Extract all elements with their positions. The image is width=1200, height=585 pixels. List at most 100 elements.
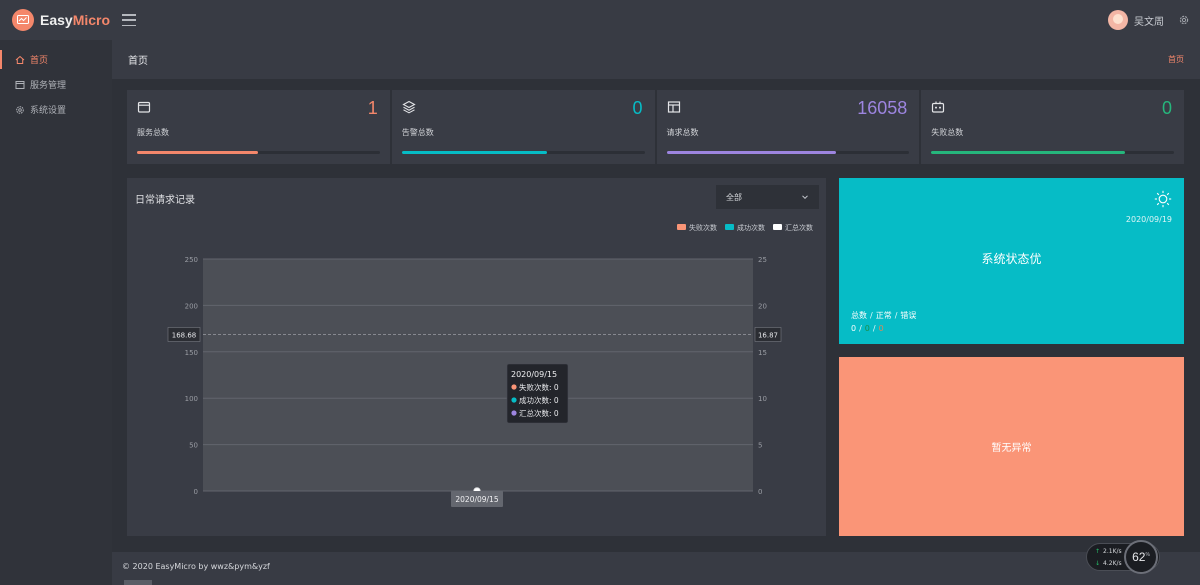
robot-icon bbox=[932, 101, 945, 113]
progress-fill bbox=[931, 151, 1126, 154]
tooltip-row: 失败次数: 0 bbox=[519, 382, 559, 392]
status-count-error: 0 bbox=[878, 324, 884, 333]
stat-card-failures: 0 失败总数 bbox=[921, 90, 1184, 164]
service-icon bbox=[15, 80, 25, 90]
stat-value: 0 bbox=[632, 98, 643, 118]
stat-label: 失败总数 bbox=[931, 128, 964, 137]
status-label-total: 总数 bbox=[851, 311, 867, 320]
download-rate: ↓ 4.2K/s bbox=[1095, 560, 1122, 567]
stat-card-requests: 16058 请求总数 bbox=[656, 90, 920, 164]
sidebar-item-home[interactable]: 首页 bbox=[0, 47, 112, 72]
status-headline: 系统状态优 bbox=[981, 252, 1042, 266]
arrow-up-icon: ↑ bbox=[1095, 548, 1101, 555]
top-header: EasyMicro 吴文周 bbox=[0, 0, 1200, 40]
stat-value: 0 bbox=[1161, 98, 1172, 118]
chart-title: 日常请求记录 bbox=[135, 195, 195, 206]
y-right-tick: 5 bbox=[758, 442, 762, 450]
legend-label: 汇总次数 bbox=[785, 223, 813, 232]
tooltip-row: 成功次数: 0 bbox=[519, 395, 559, 405]
stat-label: 请求总数 bbox=[666, 128, 699, 137]
arrow-down-icon: ↓ bbox=[1095, 560, 1101, 567]
daily-requests-chart[interactable]: 0 50 100 150 200 250 0 5 10 15 20 25 168.68 16.87 失败次数… bbox=[127, 178, 826, 536]
sidebar-item-service-management[interactable]: 服务管理 bbox=[0, 72, 112, 97]
layers-icon bbox=[402, 100, 416, 114]
progress-fill bbox=[666, 151, 837, 154]
status-count-total: 0 bbox=[851, 324, 857, 333]
daily-requests-panel: 0 50 100 150 200 250 0 5 10 15 20 25 168.68 16.87 失败次数… bbox=[127, 178, 826, 536]
usage-percent: 62% bbox=[1132, 550, 1150, 564]
home-icon bbox=[15, 55, 25, 65]
y-left-tick: 50 bbox=[189, 442, 198, 450]
status-date: 2020/09/19 bbox=[1125, 215, 1172, 224]
progress-fill bbox=[401, 151, 548, 154]
legend-swatch bbox=[725, 224, 734, 230]
stat-value: 16058 bbox=[857, 98, 908, 118]
usage-gauge[interactable]: 62% bbox=[1124, 540, 1158, 574]
tooltip-dot bbox=[511, 384, 517, 390]
footer: © 2020 EasyMicro by wwz&pym&yzf bbox=[112, 552, 1200, 585]
axis-pointer-label-box bbox=[451, 491, 503, 507]
copyright: © 2020 EasyMicro by wwz&pym&yzf bbox=[122, 562, 270, 571]
tooltip-box bbox=[506, 363, 569, 424]
avatar[interactable] bbox=[1108, 10, 1128, 30]
page-title: 首页 bbox=[128, 56, 148, 67]
progress-track bbox=[137, 151, 380, 154]
brand[interactable]: EasyMicro bbox=[0, 0, 112, 40]
y-right-tick: 20 bbox=[758, 302, 767, 310]
stat-card-alerts: 0 告警总数 bbox=[391, 90, 655, 164]
stat-card-services: 1 服务总数 bbox=[127, 90, 390, 164]
app-name: EasyMicro bbox=[40, 12, 111, 28]
y-left-tick: 250 bbox=[185, 256, 198, 264]
logo-icon bbox=[12, 9, 34, 31]
sidebar-item-system-settings[interactable]: 系统设置 bbox=[0, 97, 112, 122]
y-left-tick: 100 bbox=[185, 395, 198, 403]
progress-track bbox=[401, 151, 645, 154]
status-label-normal: 正常 bbox=[875, 311, 892, 320]
legend-label: 失败次数 bbox=[689, 223, 717, 232]
exception-panel: 暂无异常 bbox=[839, 357, 1184, 536]
progress-track bbox=[666, 151, 910, 154]
mark-line-right-box bbox=[754, 327, 782, 342]
stat-value: 1 bbox=[367, 98, 378, 118]
progress-fill bbox=[137, 151, 259, 154]
mark-line-left-label: 168.68 bbox=[172, 331, 197, 339]
y-right-tick: 10 bbox=[758, 395, 767, 403]
stats-row: 1 服务总数 0 告警总数 16058 请求总数 0 失败总数 bbox=[127, 90, 1184, 164]
sidebar-item-label: 服务管理 bbox=[30, 81, 67, 91]
plot-area bbox=[203, 259, 753, 491]
menu-toggle-icon[interactable] bbox=[122, 14, 136, 26]
progress-track bbox=[931, 151, 1174, 154]
horizontal-scrollbar[interactable] bbox=[124, 580, 152, 585]
sidebar-item-label: 首页 bbox=[30, 56, 49, 66]
user-name[interactable]: 吴文周 bbox=[1134, 16, 1164, 28]
mark-line-right-label: 16.87 bbox=[758, 331, 778, 339]
legend-swatch bbox=[773, 224, 782, 230]
tooltip-dot bbox=[511, 397, 517, 403]
y-left-tick: 200 bbox=[185, 302, 198, 310]
status-count-normal: 0 bbox=[864, 324, 870, 333]
select-value: 全部 bbox=[726, 192, 742, 202]
sidebar: 首页 服务管理 系统设置 bbox=[0, 40, 112, 585]
tooltip-title: 2020/09/15 bbox=[511, 370, 557, 379]
y-left-tick: 150 bbox=[185, 349, 198, 357]
layout-icon bbox=[667, 101, 680, 113]
exception-text: 暂无异常 bbox=[991, 443, 1032, 454]
y-right-tick: 0 bbox=[758, 488, 762, 496]
mark-line-left-box bbox=[167, 327, 201, 342]
y-right-tick: 15 bbox=[758, 349, 767, 357]
chevron-down-icon bbox=[802, 195, 808, 200]
gear-icon[interactable] bbox=[1178, 14, 1190, 26]
gear-icon bbox=[15, 105, 25, 115]
page-title-bar: 首页 首页 bbox=[112, 40, 1200, 79]
axis-pointer-label: 2020/09/15 bbox=[455, 495, 498, 504]
range-select[interactable]: 全部 bbox=[716, 185, 819, 209]
breadcrumb[interactable]: 首页 bbox=[1168, 55, 1184, 64]
tooltip-dot bbox=[511, 410, 517, 416]
status-label-error: 错误 bbox=[900, 311, 917, 320]
upload-rate: ↑ 2.1K/s bbox=[1095, 548, 1122, 555]
status-legend: 总数 / 正常 / 错误 bbox=[851, 311, 917, 320]
window-icon bbox=[137, 101, 151, 113]
y-right-tick: 25 bbox=[758, 256, 767, 264]
status-counts: 0/0/0 bbox=[851, 324, 884, 333]
legend-swatch bbox=[677, 224, 686, 230]
